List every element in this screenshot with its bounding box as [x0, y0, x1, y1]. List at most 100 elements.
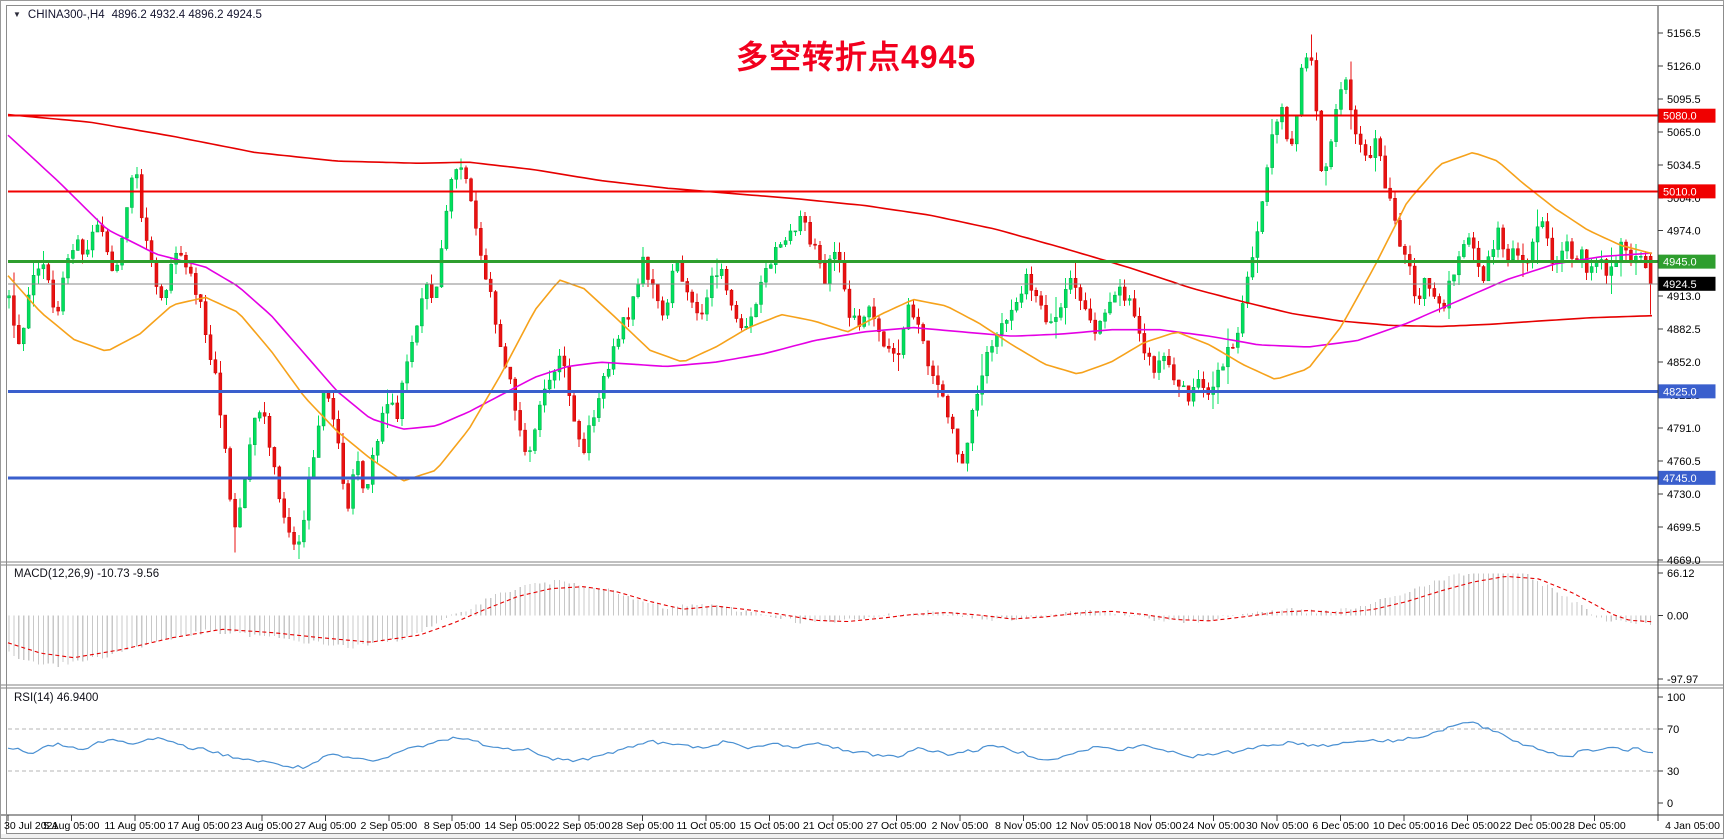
price-tag-label: 4825.0 — [1663, 386, 1697, 398]
candle-body — [326, 391, 331, 399]
date-tick-label: 16 Dec 05:00 — [1436, 820, 1499, 832]
candle-body — [51, 279, 55, 308]
candle-body — [695, 301, 699, 314]
candle-body — [710, 275, 714, 298]
candle-body — [434, 286, 439, 298]
price-tag-5080.0 — [1658, 108, 1716, 123]
candle-body — [1039, 295, 1043, 306]
candle-body — [513, 378, 517, 411]
candle-body — [1127, 298, 1132, 301]
candle-body — [36, 268, 41, 276]
candle-body — [744, 326, 748, 329]
candle-body — [1609, 266, 1614, 276]
candle-body — [832, 251, 837, 260]
ma-line-fast-orange — [7, 151, 1653, 482]
candle-body — [277, 466, 282, 500]
symbol-dropdown-icon[interactable]: ▼ — [13, 9, 21, 19]
candle-body — [557, 355, 562, 373]
candle-body — [528, 450, 532, 452]
candle-body — [1059, 307, 1063, 318]
candle-body — [1506, 248, 1510, 261]
axis-gutter — [1658, 0, 1724, 839]
candle-body — [12, 295, 16, 326]
candle-body — [1118, 286, 1122, 296]
candle-body — [366, 484, 370, 489]
price-tag-4745.0 — [1658, 470, 1716, 485]
price-tick-label: 4669.0 — [1667, 555, 1701, 567]
candle-body — [950, 416, 955, 430]
candle-body — [582, 438, 586, 454]
candle-body — [1422, 278, 1427, 299]
candle-body — [1516, 248, 1520, 256]
candle-body — [764, 268, 768, 283]
candle-body — [1476, 247, 1481, 267]
candle-body — [700, 312, 704, 315]
candle-body — [1540, 221, 1545, 228]
candle-body — [385, 404, 390, 414]
candle-body — [611, 346, 616, 370]
candle-body — [95, 224, 100, 233]
candle-body — [1639, 256, 1643, 258]
candle-body — [76, 239, 80, 251]
candle-body — [1535, 226, 1540, 243]
candle-body — [282, 498, 286, 518]
candle-body — [311, 457, 316, 478]
price-tag-4945.0 — [1658, 254, 1716, 269]
date-tick-label: 30 Nov 05:00 — [1246, 820, 1309, 832]
candle-body — [1481, 266, 1486, 282]
candle-body — [1000, 323, 1004, 335]
date-tick-label: 5 Aug 05:00 — [43, 820, 99, 832]
candle-body — [66, 258, 70, 279]
candle-body — [420, 298, 424, 327]
candle-body — [1191, 387, 1196, 402]
date-tick-label: 30 Jul 2021 — [4, 820, 58, 832]
candle-body — [631, 296, 635, 320]
candle-body — [798, 216, 803, 232]
price-tick-label: 5156.5 — [1667, 28, 1701, 40]
candle-body — [926, 340, 930, 367]
date-tick-label: 2 Sep 05:00 — [360, 820, 417, 832]
date-tick-label: 2 Nov 05:00 — [932, 820, 989, 832]
date-tick-label: 12 Nov 05:00 — [1056, 820, 1119, 832]
candle-body — [361, 461, 365, 489]
candle-body — [533, 429, 537, 451]
candle-body — [1137, 315, 1142, 334]
candle-body — [587, 425, 591, 454]
candle-body — [425, 284, 429, 299]
candle-body — [601, 376, 606, 399]
candle-body — [1437, 296, 1442, 304]
date-tick-label: 22 Sep 05:00 — [548, 820, 611, 832]
candle-body — [547, 379, 552, 390]
candle-body — [887, 345, 891, 349]
candle-body — [1530, 241, 1535, 263]
candle-body — [139, 174, 144, 219]
candle-body — [769, 264, 773, 269]
candle-body — [7, 295, 11, 299]
candle-body — [842, 262, 847, 290]
candle-body — [783, 240, 788, 245]
candle-body — [1275, 121, 1279, 135]
date-tick-label: 6 Dec 05:00 — [1312, 820, 1369, 832]
candle-body — [1462, 244, 1466, 257]
price-tag-label: 5080.0 — [1663, 111, 1697, 123]
price-tick-label: 4699.5 — [1667, 522, 1701, 534]
candle-body — [203, 301, 208, 335]
ohlc-values: 4896.2 4932.4 4896.2 4924.5 — [111, 9, 262, 21]
candle-body — [1103, 312, 1107, 322]
macd-signal-line — [7, 575, 1654, 659]
candle-body — [1201, 379, 1206, 388]
candle-body — [896, 353, 901, 355]
candle-body — [1054, 317, 1058, 322]
candle-body — [80, 239, 85, 255]
candle-body — [1545, 221, 1550, 239]
candle-body — [439, 248, 444, 288]
candle-body — [1467, 237, 1471, 245]
candle-body — [307, 476, 311, 521]
macd-tick-label: -97.97 — [1667, 674, 1698, 686]
candle-body — [26, 294, 31, 329]
candle-body — [882, 331, 886, 347]
candle-body — [592, 417, 596, 426]
candle-body — [1373, 138, 1378, 158]
candle-body — [1378, 138, 1383, 157]
